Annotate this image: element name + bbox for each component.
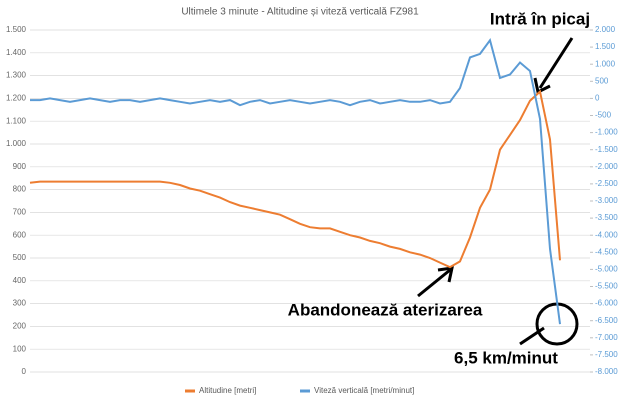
y2-tick-label: -4.500 xyxy=(595,247,618,256)
series-line xyxy=(29,89,561,269)
y-tick-label: 700 xyxy=(13,208,27,217)
y-tick-label: 1.000 xyxy=(6,139,27,148)
y2-tick-label: -6.000 xyxy=(595,299,618,308)
annotation-shapes xyxy=(417,37,579,346)
arrow xyxy=(417,268,451,298)
y-tick-label: 100 xyxy=(13,344,27,353)
y-tick-label: 1.100 xyxy=(6,116,27,125)
y-tick-label: 400 xyxy=(13,276,27,285)
y2-tick-label: -7.000 xyxy=(595,333,618,342)
y2-tick-label: 0 xyxy=(595,94,600,103)
y2-tick-label: -2.000 xyxy=(595,162,618,171)
legend-label: Viteză verticală [metri/minut] xyxy=(314,386,414,395)
legend-item: Viteză verticală [metri/minut] xyxy=(300,386,414,395)
y-tick-label: 300 xyxy=(13,299,27,308)
y2-tick-label: -7.500 xyxy=(595,350,618,359)
arrow xyxy=(519,326,545,346)
legend-item: Altitudine [metri] xyxy=(185,386,256,395)
y-tick-label: 0 xyxy=(22,367,27,376)
legend-label: Altitudine [metri] xyxy=(199,386,256,395)
y2-tick-label: -8.000 xyxy=(595,367,618,376)
y-tick-label: 500 xyxy=(13,253,27,262)
annotation: Abandonează aterizarea xyxy=(288,300,483,319)
y-tick-label: 1.200 xyxy=(6,94,27,103)
y2-tick-label: 2.000 xyxy=(595,25,616,34)
y2-tick-label: 500 xyxy=(595,76,609,85)
y-tick-label: 200 xyxy=(13,322,27,331)
y2-tick-label: 1.000 xyxy=(595,59,616,68)
y2-tick-label: 1.500 xyxy=(595,42,616,51)
y2-tick-label: -6.500 xyxy=(595,316,618,325)
y2-tick-label: -3.000 xyxy=(595,196,618,205)
y2-tick-label: -2.500 xyxy=(595,179,618,188)
y2-tick-label: -500 xyxy=(595,111,612,120)
y-tick-label: 600 xyxy=(13,230,27,239)
y-tick-label: 1.500 xyxy=(6,25,27,34)
annotation: 6,5 km/minut xyxy=(454,348,558,367)
y2-tick-label: -5.000 xyxy=(595,265,618,274)
series-line xyxy=(30,38,561,325)
y2-tick-label: -1.500 xyxy=(595,145,618,154)
y2-tick-label: -4.000 xyxy=(595,230,618,239)
y-tick-label: 1.400 xyxy=(6,48,27,57)
y2-tick-label: -1.000 xyxy=(595,128,618,137)
arrow-head xyxy=(533,77,551,95)
y-tick-label: 800 xyxy=(13,185,27,194)
y-tick-label: 900 xyxy=(13,162,27,171)
chart-title: Ultimele 3 minute - Altitudine și viteză… xyxy=(181,7,419,18)
arrow-head xyxy=(437,266,454,283)
annotation: Intră în picaj xyxy=(490,9,590,28)
arrow xyxy=(538,37,574,89)
y2-tick-label: -5.500 xyxy=(595,282,618,291)
lines: Altitudine [metri] Viteză verticală [metr… xyxy=(29,38,561,395)
y-tick-label: 1.300 xyxy=(6,71,27,80)
y2-tick-label: -3.500 xyxy=(595,213,618,222)
highlight-circle xyxy=(535,302,579,346)
